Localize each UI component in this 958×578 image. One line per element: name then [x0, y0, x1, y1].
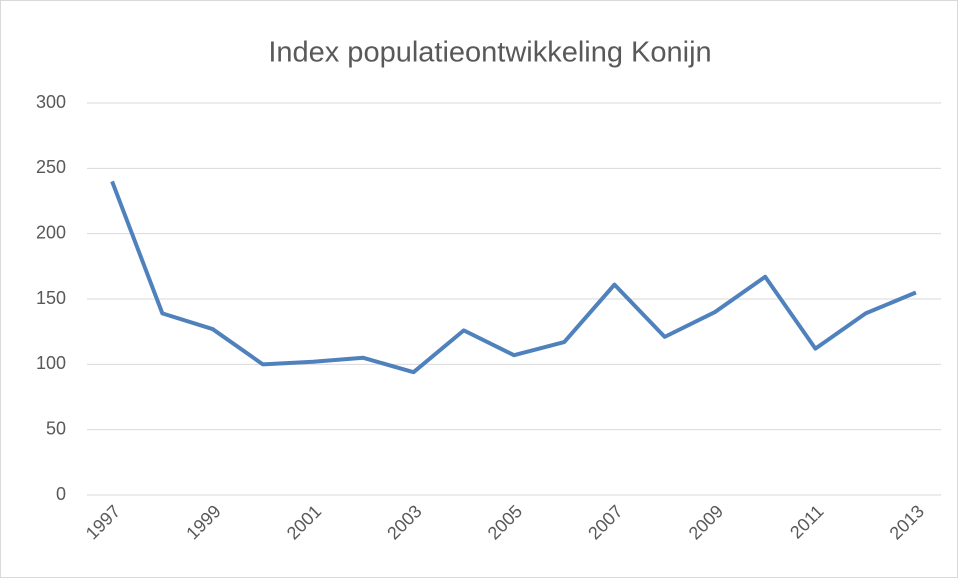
y-tick-label: 300	[36, 92, 66, 112]
y-tick-label: 150	[36, 288, 66, 308]
y-tick-label: 50	[46, 418, 66, 438]
data-line	[110, 180, 917, 375]
y-tick-label: 0	[56, 484, 66, 504]
chart-title: Index populatieontwikkeling Konijn	[268, 37, 711, 69]
y-tick-label: 250	[36, 157, 66, 177]
y-tick-label: 100	[36, 353, 66, 373]
y-tick-label: 200	[36, 222, 66, 242]
